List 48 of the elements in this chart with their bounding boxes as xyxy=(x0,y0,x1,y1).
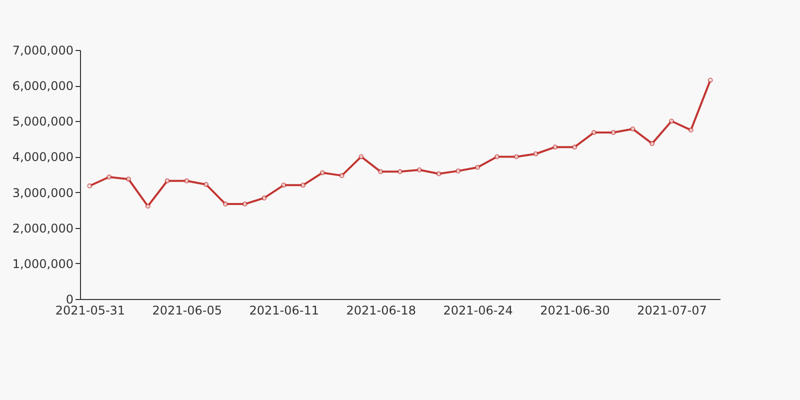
point xyxy=(204,182,209,187)
point xyxy=(222,202,228,207)
point xyxy=(514,154,519,160)
point xyxy=(184,178,190,184)
point xyxy=(262,195,267,200)
point xyxy=(126,176,131,182)
point xyxy=(300,182,306,188)
point xyxy=(650,141,655,146)
y-tick-label: 5,000,000 xyxy=(12,114,74,129)
y-tick-label: 6,000,000 xyxy=(12,79,74,94)
y-tick-label: 2,000,000 xyxy=(12,221,74,236)
x-tick-label: 2021-06-18 xyxy=(346,304,416,318)
x-tick-label: 2021-06-24 xyxy=(443,304,513,318)
point xyxy=(164,178,170,184)
point xyxy=(708,78,713,83)
point xyxy=(533,151,538,156)
point xyxy=(475,164,480,170)
x-tick-label: 2021-05-31 xyxy=(55,304,126,318)
point xyxy=(630,126,636,132)
point xyxy=(494,154,500,160)
point xyxy=(669,118,674,124)
point xyxy=(242,202,248,207)
point xyxy=(87,183,92,188)
y-tick-label: 4,000,000 xyxy=(12,150,74,164)
point xyxy=(339,173,344,178)
x-tick-label: 2021-06-11 xyxy=(249,304,320,318)
y-tick-label: 1,000,000 xyxy=(12,256,74,271)
y-tick-label: 7,000,000 xyxy=(12,44,74,58)
point xyxy=(436,171,442,176)
point xyxy=(610,130,616,136)
point xyxy=(281,182,286,188)
point xyxy=(416,167,422,172)
y-tick-label: 3,000,000 xyxy=(12,186,74,200)
point xyxy=(591,130,596,136)
x-tick-label: 2021-07-07 xyxy=(637,304,707,318)
point xyxy=(398,169,402,174)
point xyxy=(106,174,112,180)
y-tick-label: 0 xyxy=(66,292,74,306)
x-tick-label: 2021-06-30 xyxy=(540,304,610,318)
point xyxy=(378,169,384,174)
point xyxy=(320,170,325,176)
point xyxy=(145,204,150,209)
point xyxy=(358,154,364,160)
point xyxy=(456,168,461,174)
x-tick-label: 2021-06-05 xyxy=(152,304,222,318)
point xyxy=(572,144,578,150)
point xyxy=(688,128,694,133)
point xyxy=(552,144,558,150)
